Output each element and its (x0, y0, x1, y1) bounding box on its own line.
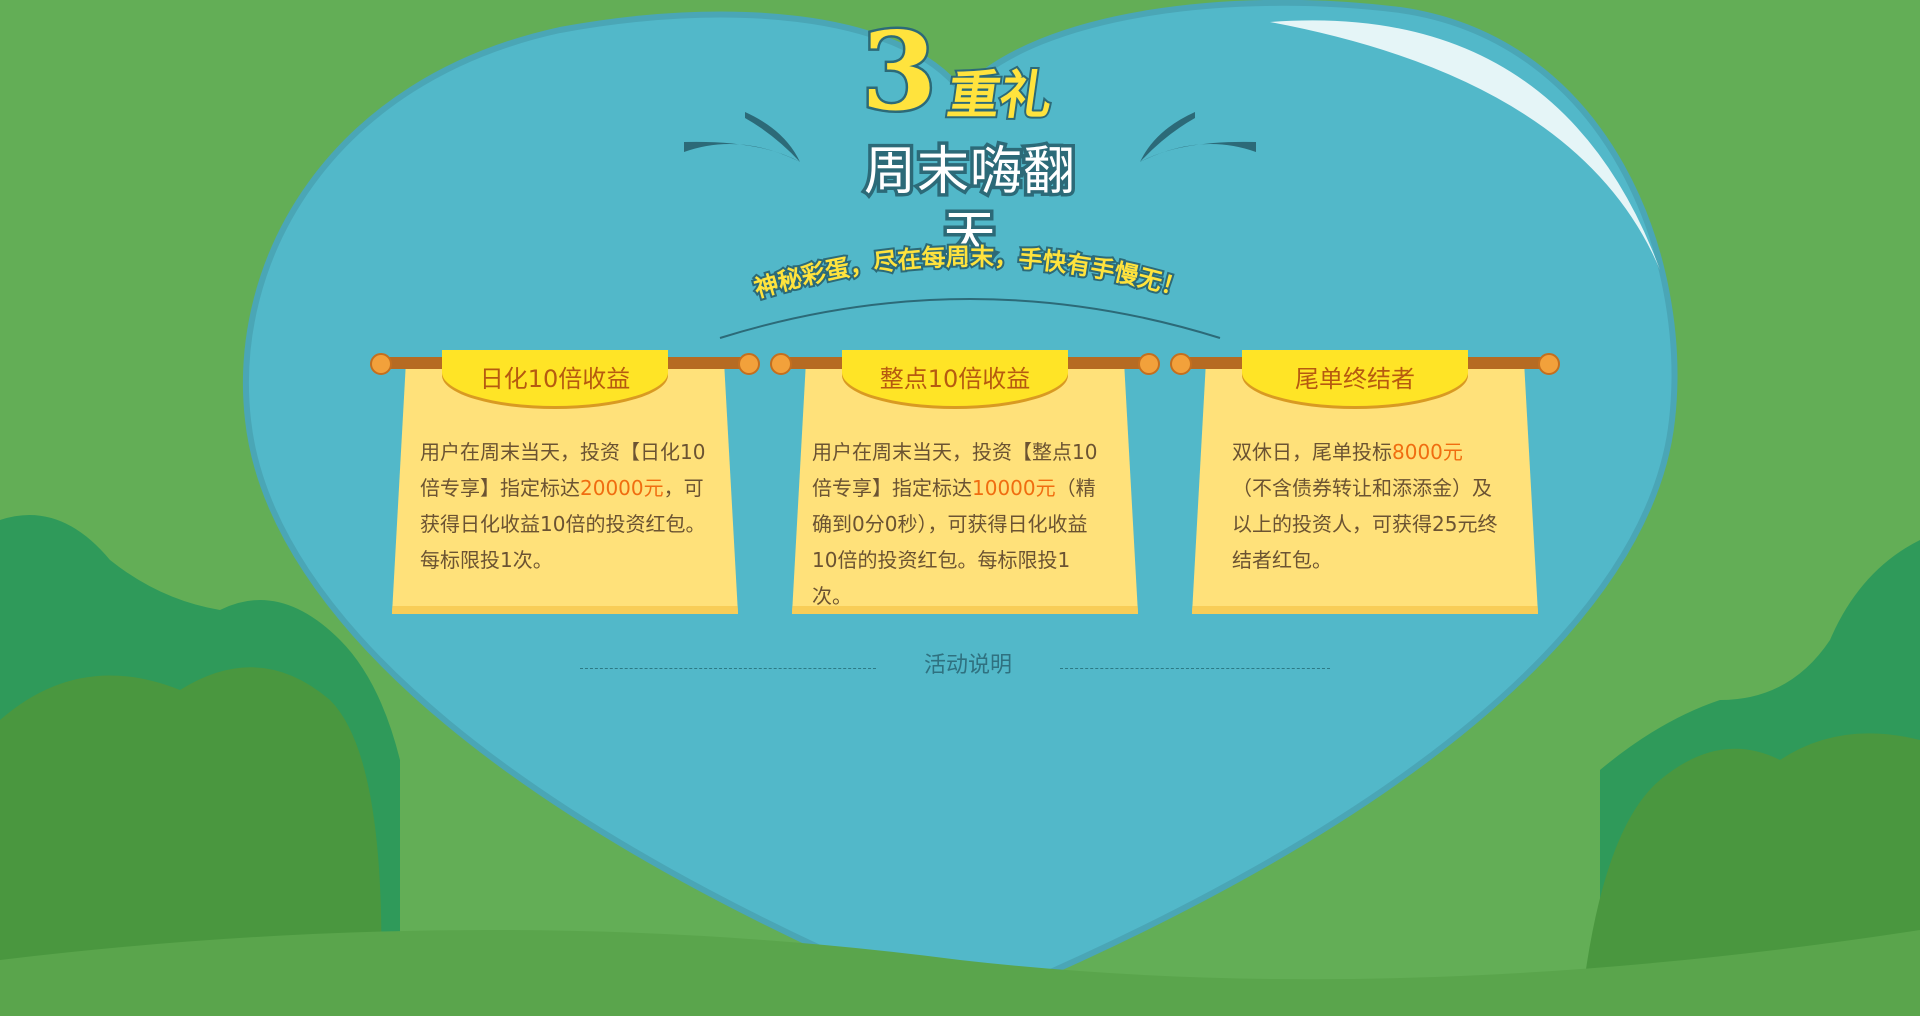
desc-text: ，可获得日化收益10倍的投资红包。每标限投1次。 (420, 476, 706, 572)
card-banner: 日化10倍收益 (442, 350, 668, 406)
rod-knob-icon (770, 353, 792, 375)
card-banner: 整点10倍收益 (842, 350, 1068, 406)
desc-text: （精确到0分0秒），可获得日化收益10倍的投资红包。每标限投1次。 (812, 476, 1096, 608)
desc-highlight: 8000元 (1392, 440, 1463, 464)
desc-text: 用户在周末当天，投资【日化10倍专享】指定标达 (420, 440, 706, 500)
rod-knob-icon (738, 353, 760, 375)
divider-left (580, 668, 876, 669)
title-gift: 重礼 (942, 64, 1058, 128)
card-description: 用户在周末当天，投资【整点10倍专享】指定标达10000元（精确到0分0秒），可… (812, 434, 1108, 614)
rod-knob-icon (1170, 353, 1192, 375)
desc-highlight: 20000元 (580, 476, 664, 500)
page-title: 周末嗨翻天 (860, 139, 1078, 270)
rod-knob-icon (370, 353, 392, 375)
card-hourly-10x: 整点10倍收益 用户在周末当天，投资【整点10倍专享】指定标达10000元（精确… (770, 350, 1160, 620)
desc-text: 用户在周末当天，投资【整点10倍专享】指定标达 (812, 440, 1098, 500)
card-title: 整点10倍收益 (879, 365, 1031, 393)
title-number: 3 (859, 9, 939, 135)
slogan-underline (719, 298, 1221, 339)
slogan: 神秘彩蛋，尽在每周末，手快有手慢无！ (719, 241, 1221, 339)
card-banner: 尾单终结者 (1242, 350, 1468, 406)
desc-text: 双休日，尾单投标 (1232, 440, 1392, 464)
desc-text: （不含债券转让和添添金）及以上的投资人，可获得25元终结者红包。 (1232, 476, 1498, 572)
rod-knob-icon (1138, 353, 1160, 375)
card-title: 日化10倍收益 (479, 365, 631, 393)
card-title: 尾单终结者 (1295, 365, 1415, 393)
card-description: 用户在周末当天，投资【日化10倍专享】指定标达20000元，可获得日化收益10倍… (420, 434, 716, 578)
rod-knob-icon (1538, 353, 1560, 375)
card-daily-10x: 日化10倍收益 用户在周末当天，投资【日化10倍专享】指定标达20000元，可获… (370, 350, 760, 620)
svg-text:神秘彩蛋，尽在每周末，手快有手慢无！: 神秘彩蛋，尽在每周末，手快有手慢无！ (751, 243, 1189, 303)
desc-highlight: 10000元 (972, 476, 1056, 500)
activity-description-link[interactable]: 活动说明 (923, 653, 1012, 678)
card-description: 双休日，尾单投标8000元 （不含债券转让和添添金）及以上的投资人，可获得25元终… (1232, 434, 1502, 578)
card-last-order: 尾单终结者 双休日，尾单投标8000元 （不含债券转让和添添金）及以上的投资人，可… (1170, 350, 1560, 620)
slogan-text: 神秘彩蛋，尽在每周末，手快有手慢无！ (749, 241, 1191, 305)
divider-right (1060, 668, 1330, 669)
